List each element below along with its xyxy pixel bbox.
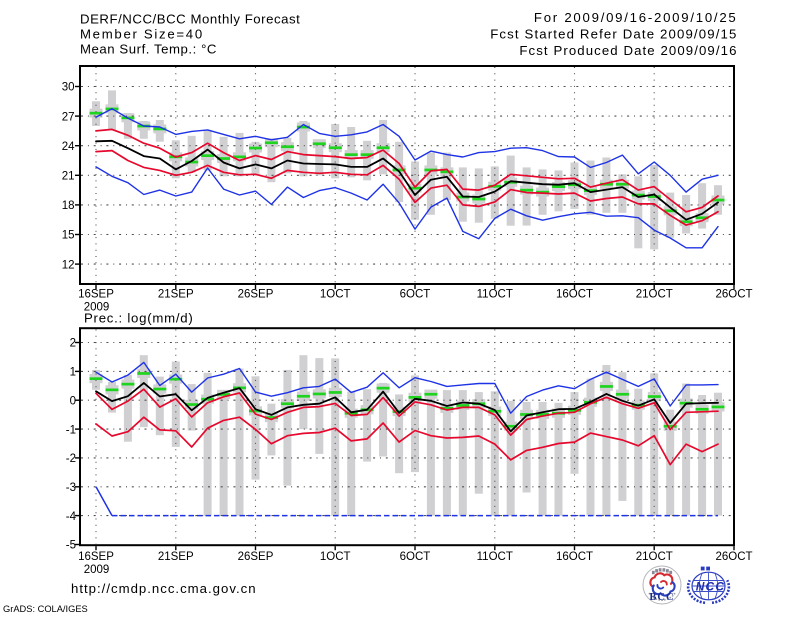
svg-text:11OCT: 11OCT [477, 551, 513, 563]
svg-text:6OCT: 6OCT [400, 551, 431, 563]
svg-text:15: 15 [62, 230, 75, 242]
svg-text:11OCT: 11OCT [477, 289, 513, 301]
svg-text:16OCT: 16OCT [556, 289, 593, 301]
svg-text:16OCT: 16OCT [556, 551, 593, 563]
svg-text:21SEP: 21SEP [158, 551, 194, 563]
svg-text:26OCT: 26OCT [715, 551, 752, 563]
svg-text:-2: -2 [66, 453, 76, 465]
svg-text:Fcst Started Refer Date 2009/0: Fcst Started Refer Date 2009/09/15 [490, 27, 737, 42]
svg-text:NCC: NCC [696, 580, 726, 594]
svg-text:2009: 2009 [84, 564, 110, 576]
svg-text:BCC: BCC [649, 592, 674, 603]
svg-text:1OCT: 1OCT [320, 551, 351, 563]
svg-text:-3: -3 [66, 482, 76, 494]
svg-text:Prec.: log(mm/d): Prec.: log(mm/d) [84, 311, 193, 326]
svg-text:2: 2 [70, 338, 76, 350]
svg-text:21OCT: 21OCT [636, 551, 673, 563]
svg-text:18: 18 [62, 200, 75, 212]
svg-text:2009: 2009 [84, 302, 110, 314]
svg-text:21SEP: 21SEP [158, 289, 194, 301]
svg-text:1OCT: 1OCT [320, 289, 351, 301]
svg-text:16SEP: 16SEP [78, 289, 114, 301]
svg-text:-1: -1 [66, 424, 76, 436]
svg-text:16SEP: 16SEP [78, 551, 114, 563]
svg-text:26OCT: 26OCT [715, 289, 752, 301]
svg-text:12: 12 [62, 259, 75, 271]
svg-text:21: 21 [62, 171, 75, 183]
svg-text:0: 0 [70, 395, 76, 407]
svg-text:1: 1 [70, 367, 76, 379]
svg-text:DERF/NCC/BCC Monthly Forecast: DERF/NCC/BCC Monthly Forecast [80, 12, 300, 27]
svg-text:-5: -5 [66, 540, 76, 552]
svg-text:http://cmdp.ncc.cma.gov.cn: http://cmdp.ncc.cma.gov.cn [71, 581, 257, 596]
svg-text:21OCT: 21OCT [636, 289, 673, 301]
svg-text:30: 30 [62, 82, 75, 94]
svg-text:Mean Surf. Temp.: °C: Mean Surf. Temp.: °C [80, 42, 217, 57]
svg-text:26SEP: 26SEP [238, 289, 274, 301]
svg-text:26SEP: 26SEP [238, 551, 274, 563]
svg-text:24: 24 [62, 141, 75, 153]
svg-text:Member Size=40: Member Size=40 [80, 27, 204, 42]
svg-text:GrADS: COLA/IGES: GrADS: COLA/IGES [3, 604, 88, 614]
svg-text:-4: -4 [66, 511, 77, 523]
svg-text:For 2009/09/16-2009/10/25: For 2009/09/16-2009/10/25 [534, 10, 738, 25]
svg-text:27: 27 [62, 111, 75, 123]
svg-text:Fcst Produced Date 2009/09/16: Fcst Produced Date 2009/09/16 [519, 43, 737, 58]
svg-text:6OCT: 6OCT [400, 289, 431, 301]
